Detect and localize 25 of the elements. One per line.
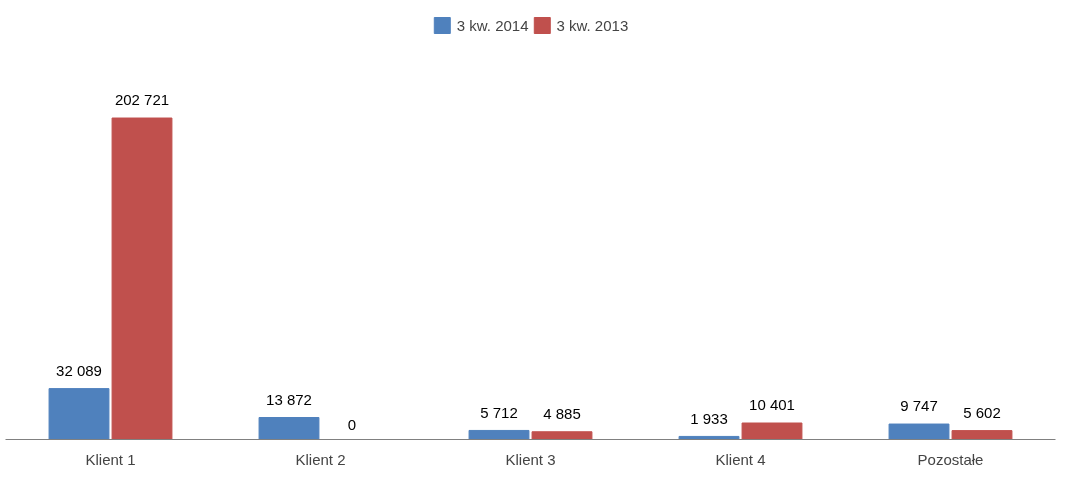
x-tick-label: Pozostałe xyxy=(917,450,984,468)
data-label: 4 885 xyxy=(543,405,581,423)
data-label: 9 747 xyxy=(900,397,938,415)
data-label: 10 401 xyxy=(749,396,795,414)
bar xyxy=(468,429,530,440)
bar xyxy=(741,422,803,440)
x-tick-label: Klient 3 xyxy=(505,450,556,468)
bar xyxy=(258,417,320,440)
x-tick-label: Klient 4 xyxy=(715,450,766,468)
data-label: 13 872 xyxy=(266,390,312,408)
bar xyxy=(951,430,1013,440)
data-label: 1 933 xyxy=(690,409,728,427)
data-label: 202 721 xyxy=(114,91,170,109)
bar xyxy=(888,423,950,440)
data-label: 0 xyxy=(347,415,357,433)
data-label: 5 602 xyxy=(963,403,1001,421)
data-label: 5 712 xyxy=(480,403,518,421)
bar xyxy=(531,431,593,440)
data-label: 32 089 xyxy=(56,361,102,379)
x-tick-label: Klient 1 xyxy=(85,450,136,468)
legend-label: 3 kw. 2013 xyxy=(556,16,629,34)
bar xyxy=(111,117,173,440)
x-tick-label: Klient 2 xyxy=(295,450,346,468)
legend-label: 3 kw. 2014 xyxy=(456,16,529,34)
bar xyxy=(48,388,110,440)
